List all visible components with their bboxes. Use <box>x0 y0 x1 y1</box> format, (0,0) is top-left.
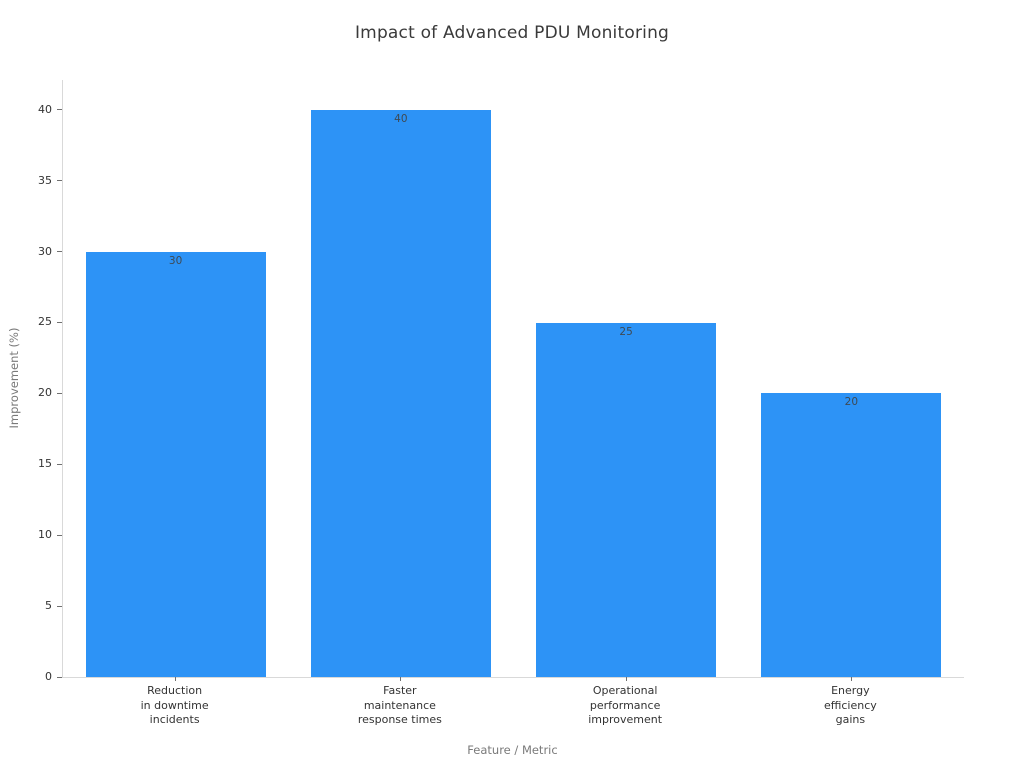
x-category-label-line: performance <box>589 698 661 712</box>
y-tick-mark <box>57 463 62 465</box>
y-tick-label: 25 <box>38 315 52 329</box>
chart-title: Impact of Advanced PDU Monitoring <box>354 23 670 43</box>
x-tick-mark <box>175 677 177 681</box>
plot-area: 0 5 10 15 20 25 30 35 40 30 40 25 20 <box>38 80 964 683</box>
x-category-label-line: efficiency <box>823 698 877 712</box>
y-tick-mark <box>57 321 62 323</box>
x-category-label-line: improvement <box>588 713 663 727</box>
y-tick-mark <box>57 180 62 182</box>
y-tick-label: 10 <box>38 528 52 542</box>
x-axis-title: Feature / Metric <box>467 743 558 757</box>
x-category-label-line: incidents <box>149 713 200 727</box>
y-tick-label: 0 <box>45 670 52 683</box>
bar: 40 <box>310 109 491 677</box>
x-category-label-line: in downtime <box>140 698 209 712</box>
y-axis-title: Improvement (%) <box>7 327 21 429</box>
y-tick-label: 5 <box>45 599 52 613</box>
bar: 20 <box>761 393 942 677</box>
bar: 25 <box>536 322 717 677</box>
x-category-label-line: gains <box>835 713 866 727</box>
bar-value-label: 40 <box>394 112 408 125</box>
y-tick-mark <box>57 605 62 607</box>
bar: 30 <box>85 251 266 677</box>
y-tick-label: 15 <box>38 457 52 471</box>
x-category-label-line: response times <box>357 713 442 727</box>
x-category-label-line: Operational <box>592 684 658 697</box>
y-tick-label: 30 <box>38 244 52 258</box>
x-tick-mark <box>625 677 627 681</box>
y-tick-mark <box>57 392 62 394</box>
y-tick-label: 40 <box>38 102 52 116</box>
x-category-label: Reduction in downtime incidents <box>62 684 287 728</box>
x-category-label: Operational performance improvement <box>513 684 738 728</box>
bar-value-label: 30 <box>168 254 183 267</box>
x-category-label-line: Reduction <box>147 684 203 697</box>
bar-value-label: 25 <box>619 325 633 338</box>
y-tick-mark <box>57 251 62 253</box>
x-category-label-line: maintenance <box>363 698 436 712</box>
bar-value-label: 20 <box>844 396 859 409</box>
y-tick-mark <box>57 676 62 678</box>
x-category-label: Faster maintenance response times <box>287 684 512 728</box>
y-tick-mark <box>57 109 62 111</box>
x-category-label: Energy efficiency gains <box>738 684 963 728</box>
x-tick-mark <box>400 677 402 681</box>
x-tick-mark <box>850 677 852 681</box>
y-tick-label: 20 <box>38 386 52 400</box>
y-tick-mark <box>57 534 62 536</box>
x-category-label-line: Energy <box>831 684 870 697</box>
x-category-label-line: Faster <box>383 684 417 697</box>
y-tick-label: 35 <box>38 173 52 187</box>
x-category-labels: Reduction in downtime incidents Faster maint… <box>62 684 963 734</box>
